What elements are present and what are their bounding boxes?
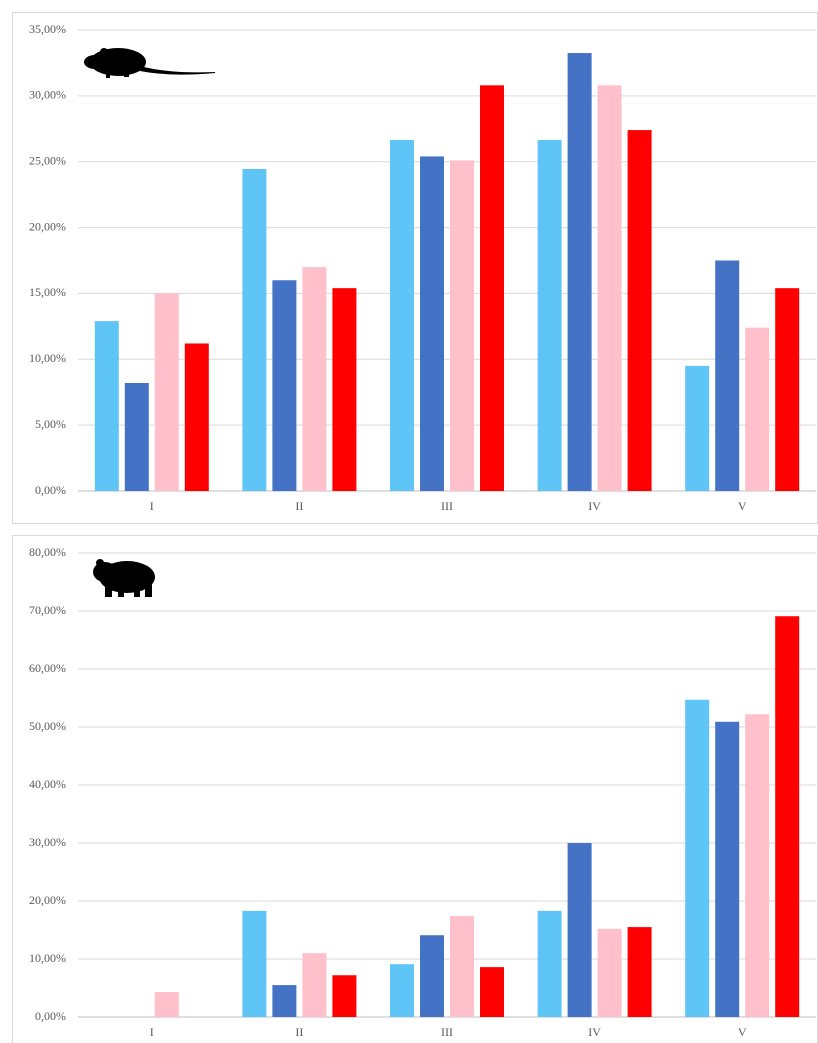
x-tick-label: V	[738, 499, 747, 513]
bar	[450, 916, 474, 1017]
bar	[124, 382, 149, 491]
bar	[715, 721, 740, 1017]
bar	[567, 843, 592, 1017]
bar	[302, 953, 327, 1017]
bar	[775, 616, 800, 1017]
bar	[272, 985, 297, 1017]
y-tick-label: 0,00%	[35, 483, 66, 497]
bar	[775, 288, 800, 491]
y-tick-label: 5,00%	[35, 417, 66, 431]
bar	[537, 139, 562, 491]
y-tick-label: 35,00%	[29, 22, 66, 36]
bar	[537, 910, 562, 1017]
bar	[745, 714, 770, 1017]
bar	[627, 927, 652, 1017]
bar	[745, 327, 770, 491]
x-tick-label: I	[150, 1025, 154, 1039]
y-tick-label: 70,00%	[29, 603, 66, 617]
bar	[420, 156, 444, 491]
bar	[597, 928, 622, 1017]
bar	[242, 910, 267, 1017]
bar	[450, 160, 474, 491]
bar	[627, 130, 652, 492]
rat-icon	[84, 48, 215, 78]
bar	[332, 975, 357, 1017]
x-tick-label: III	[441, 499, 453, 513]
y-tick-label: 30,00%	[29, 835, 66, 849]
y-tick-label: 20,00%	[29, 219, 66, 233]
x-tick-label: II	[295, 1025, 303, 1039]
y-tick-label: 15,00%	[29, 285, 66, 299]
bar	[420, 935, 444, 1017]
y-tick-label: 60,00%	[29, 661, 66, 675]
bar	[184, 343, 209, 491]
bar	[597, 85, 622, 491]
y-tick-label: 30,00%	[29, 88, 66, 102]
y-tick-label: 10,00%	[29, 951, 66, 965]
bar	[332, 288, 357, 491]
x-tick-label: II	[295, 499, 303, 513]
bar	[480, 85, 504, 491]
y-tick-label: 80,00%	[29, 545, 66, 559]
bar	[242, 168, 267, 492]
bar	[302, 267, 327, 491]
bar	[272, 280, 297, 491]
bar	[94, 321, 119, 491]
chart-frame	[12, 535, 818, 1043]
y-tick-label: 25,00%	[29, 153, 66, 167]
x-tick-label: III	[441, 1025, 453, 1039]
x-tick-label: I	[150, 499, 154, 513]
y-tick-label: 10,00%	[29, 351, 66, 365]
bar	[685, 699, 710, 1017]
bar	[390, 139, 414, 491]
x-tick-label: IV	[588, 499, 601, 513]
y-tick-label: 40,00%	[29, 777, 66, 791]
bar	[154, 992, 179, 1017]
bar	[567, 53, 592, 492]
bar	[154, 293, 179, 491]
bar	[480, 967, 504, 1017]
animal-icon	[93, 559, 155, 597]
y-tick-label: 50,00%	[29, 719, 66, 733]
bar	[715, 260, 740, 491]
x-tick-label: V	[738, 1025, 747, 1039]
x-tick-label: IV	[588, 1025, 601, 1039]
plots: 0,00% 5,00% 10,00% 15,00% 20,00% 25,00% 30,00%…	[29, 22, 816, 1039]
y-tick-label: 20,00%	[29, 893, 66, 907]
bar	[685, 365, 710, 491]
y-tick-label: 0,00%	[35, 1009, 66, 1023]
bar	[390, 964, 414, 1017]
